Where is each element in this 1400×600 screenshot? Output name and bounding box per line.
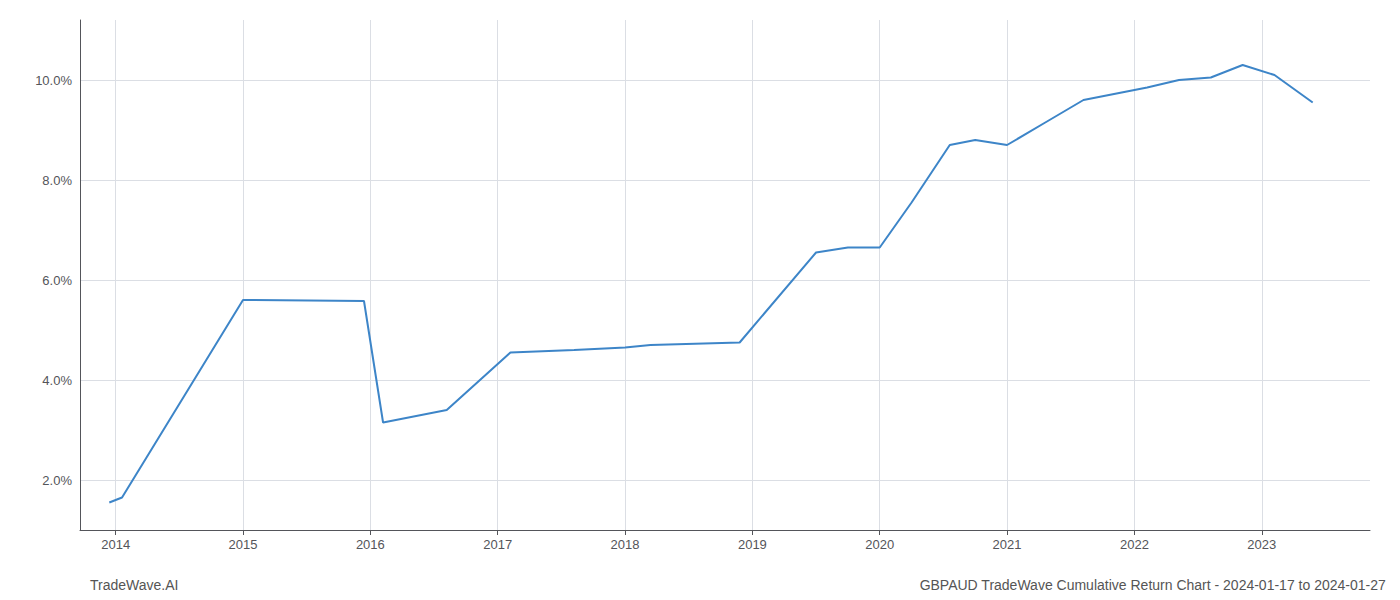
svg-text:8.0%: 8.0% [42,173,72,188]
svg-text:2020: 2020 [865,537,894,552]
svg-text:2015: 2015 [229,537,258,552]
svg-text:4.0%: 4.0% [42,373,72,388]
svg-text:2021: 2021 [993,537,1022,552]
svg-text:2014: 2014 [101,537,130,552]
svg-text:2017: 2017 [483,537,512,552]
svg-text:2016: 2016 [356,537,385,552]
svg-text:10.0%: 10.0% [35,73,72,88]
svg-text:2022: 2022 [1120,537,1149,552]
svg-text:2.0%: 2.0% [42,473,72,488]
svg-text:2023: 2023 [1247,537,1276,552]
svg-text:2019: 2019 [738,537,767,552]
svg-text:TradeWave.AI: TradeWave.AI [90,577,178,593]
svg-text:GBPAUD TradeWave Cumulative Re: GBPAUD TradeWave Cumulative Return Chart… [920,577,1386,593]
svg-text:2018: 2018 [611,537,640,552]
svg-text:6.0%: 6.0% [42,273,72,288]
